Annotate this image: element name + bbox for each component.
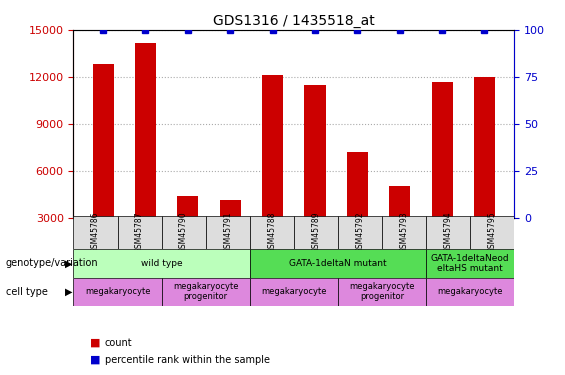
Bar [135,42,156,264]
FancyBboxPatch shape [382,216,426,249]
Text: count: count [105,338,132,348]
Text: megakaryocyte: megakaryocyte [261,287,327,296]
FancyBboxPatch shape [338,216,382,249]
Title: GDS1316 / 1435518_at: GDS1316 / 1435518_at [213,13,375,28]
Text: GATA-1deltaN mutant: GATA-1deltaN mutant [289,259,386,268]
Text: megakaryocyte
progenitor: megakaryocyte progenitor [349,282,415,301]
Text: ■: ■ [90,355,101,365]
Text: ▶: ▶ [65,286,72,297]
Text: cell type: cell type [6,286,47,297]
FancyBboxPatch shape [73,278,162,306]
FancyBboxPatch shape [470,216,514,249]
FancyBboxPatch shape [206,216,250,249]
Bar [305,85,325,264]
Text: megakaryocyte
progenitor: megakaryocyte progenitor [173,282,238,301]
Bar [262,75,283,264]
FancyBboxPatch shape [250,216,294,249]
FancyBboxPatch shape [118,216,162,249]
FancyBboxPatch shape [162,278,250,306]
Text: GSM45794: GSM45794 [444,211,453,254]
Text: GSM45786: GSM45786 [91,212,100,253]
Text: GSM45790: GSM45790 [179,211,188,254]
Bar [389,186,410,264]
Text: percentile rank within the sample: percentile rank within the sample [105,355,270,365]
Text: ▶: ▶ [65,258,72,268]
Text: wild type: wild type [141,259,182,268]
Bar [93,64,114,264]
Text: GATA-1deltaNeod
eltaHS mutant: GATA-1deltaNeod eltaHS mutant [431,254,510,273]
Text: GSM45791: GSM45791 [223,212,232,253]
Text: genotype/variation: genotype/variation [6,258,98,268]
Bar [432,82,453,264]
Text: GSM45793: GSM45793 [399,211,408,254]
Bar [177,196,198,264]
Text: GSM45792: GSM45792 [355,212,364,253]
Text: megakaryocyte: megakaryocyte [85,287,150,296]
Text: GSM45788: GSM45788 [267,212,276,253]
FancyBboxPatch shape [73,249,250,278]
FancyBboxPatch shape [426,249,514,278]
Bar [347,152,368,264]
Bar [474,77,495,264]
FancyBboxPatch shape [250,249,426,278]
Text: GSM45789: GSM45789 [311,212,320,253]
FancyBboxPatch shape [338,278,426,306]
Bar [220,200,241,264]
FancyBboxPatch shape [294,216,338,249]
FancyBboxPatch shape [162,216,206,249]
Text: GSM45795: GSM45795 [488,211,497,254]
FancyBboxPatch shape [426,216,470,249]
Text: ■: ■ [90,338,101,348]
FancyBboxPatch shape [426,278,514,306]
Text: GSM45787: GSM45787 [135,212,144,253]
Text: megakaryocyte: megakaryocyte [437,287,503,296]
FancyBboxPatch shape [73,216,118,249]
FancyBboxPatch shape [250,278,338,306]
